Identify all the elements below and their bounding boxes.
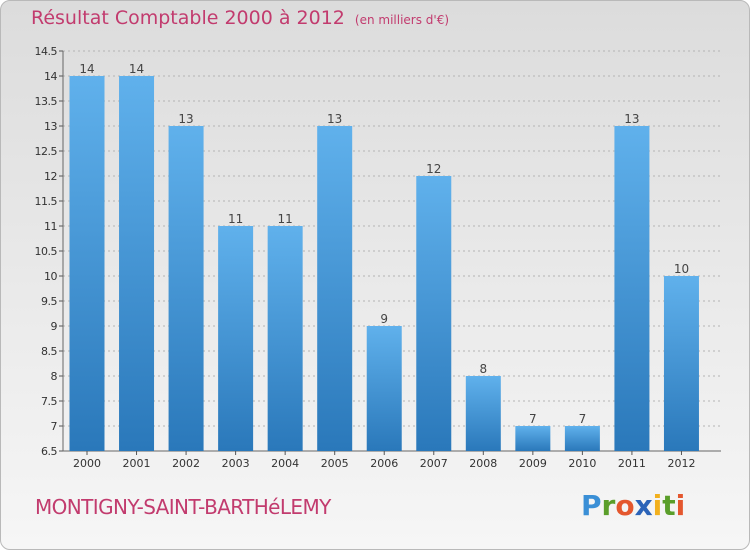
data-label-2004: 11: [278, 212, 293, 226]
proxiti-logo: Proxiti: [581, 489, 685, 522]
x-tick-label-2008: 2008: [469, 457, 497, 470]
data-label-2007: 12: [426, 162, 441, 176]
x-tick-label-2012: 2012: [667, 457, 695, 470]
x-tick-label-2006: 2006: [370, 457, 398, 470]
bar-2012: [663, 276, 699, 451]
data-label-2000: 14: [79, 62, 94, 76]
bar-2010: [564, 426, 600, 451]
logo-letter: r: [601, 489, 616, 522]
y-tick-label: 9.5: [41, 295, 57, 308]
data-label-2005: 13: [327, 112, 342, 126]
logo-letter: i: [652, 489, 663, 522]
y-tick-label: 9: [51, 320, 58, 333]
y-tick-label: 8: [51, 370, 58, 383]
logo-letter: P: [581, 489, 602, 522]
y-tick-label: 11.5: [35, 195, 58, 208]
logo-letter: t: [662, 489, 676, 522]
y-tick-label: 12: [44, 170, 57, 183]
x-tick-label-2011: 2011: [618, 457, 646, 470]
x-tick-label-2003: 2003: [222, 457, 250, 470]
y-tick-label: 12.5: [35, 145, 58, 158]
logo-letter: x: [634, 489, 653, 522]
y-tick-label: 6.5: [41, 445, 57, 458]
x-tick-label-2005: 2005: [321, 457, 349, 470]
bar-2009: [515, 426, 551, 451]
y-tick-label: 10: [44, 270, 57, 283]
x-tick-label-2010: 2010: [568, 457, 596, 470]
y-tick-label: 7.5: [41, 395, 57, 408]
x-tick-label-2009: 2009: [519, 457, 547, 470]
data-label-2011: 13: [624, 112, 639, 126]
x-tick-label-2001: 2001: [123, 457, 151, 470]
bar-2004: [267, 226, 303, 451]
data-label-2003: 11: [228, 212, 243, 226]
bar-2006: [366, 326, 402, 451]
logo-letter: i: [675, 489, 686, 522]
bar-2000: [69, 76, 105, 451]
bar-2003: [218, 226, 254, 451]
x-tick-label-2007: 2007: [420, 457, 448, 470]
y-tick-label: 10.5: [35, 245, 58, 258]
bar-2001: [119, 76, 155, 451]
chart-unit: (en milliers d'€): [354, 13, 450, 27]
x-tick-label-2002: 2002: [172, 457, 200, 470]
data-label-2001: 14: [129, 62, 144, 76]
data-label-2008: 8: [479, 362, 487, 376]
bar-2005: [317, 126, 353, 451]
data-label-2009: 7: [529, 412, 537, 426]
chart-title-text: Résultat Comptable 2000 à 2012: [31, 7, 345, 29]
commune-name: MONTIGNY-SAINT-BARTHéLEMY: [35, 495, 331, 519]
logo-letter: o: [615, 489, 635, 522]
y-tick-label: 11: [44, 220, 57, 233]
y-tick-label: 8.5: [41, 345, 57, 358]
data-label-2006: 9: [380, 312, 388, 326]
y-tick-label: 14: [44, 70, 57, 83]
data-label-2010: 7: [579, 412, 587, 426]
x-tick-label-2000: 2000: [73, 457, 101, 470]
bar-2007: [416, 176, 452, 451]
y-tick-label: 13: [44, 120, 57, 133]
y-tick-label: 13.5: [35, 95, 58, 108]
y-tick-label: 14.5: [35, 45, 58, 58]
data-label-2002: 13: [178, 112, 193, 126]
bar-2011: [614, 126, 650, 451]
bar-2008: [465, 376, 501, 451]
bar-2002: [168, 126, 204, 451]
chart-title: Résultat Comptable 2000 à 2012 (en millie…: [31, 7, 449, 29]
x-tick-label-2004: 2004: [271, 457, 299, 470]
y-tick-label: 7: [51, 420, 58, 433]
data-label-2012: 10: [674, 262, 689, 276]
